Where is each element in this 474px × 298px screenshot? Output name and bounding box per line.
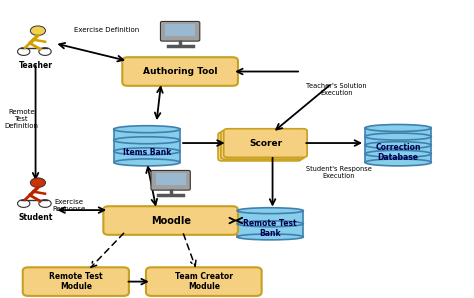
Ellipse shape	[237, 208, 303, 214]
Ellipse shape	[114, 126, 180, 133]
Ellipse shape	[365, 125, 431, 131]
FancyBboxPatch shape	[103, 206, 238, 235]
Polygon shape	[114, 140, 180, 151]
Text: Student: Student	[18, 213, 53, 222]
Text: Correction
Database: Correction Database	[375, 143, 421, 162]
Text: Teacher's Solution
Execution: Teacher's Solution Execution	[306, 83, 367, 96]
Polygon shape	[237, 211, 303, 224]
Polygon shape	[365, 145, 431, 154]
Text: Exercise
Response: Exercise Response	[52, 199, 85, 212]
Polygon shape	[365, 154, 431, 162]
FancyBboxPatch shape	[146, 267, 262, 296]
Ellipse shape	[114, 159, 180, 166]
Text: Exercise Definition: Exercise Definition	[74, 27, 139, 33]
Circle shape	[30, 26, 46, 35]
FancyBboxPatch shape	[160, 21, 200, 41]
Text: Remote Test
Bank: Remote Test Bank	[243, 219, 297, 238]
Polygon shape	[114, 151, 180, 162]
Text: Scorer: Scorer	[249, 139, 282, 148]
Text: Items Bank: Items Bank	[123, 148, 171, 157]
Ellipse shape	[365, 159, 431, 166]
FancyBboxPatch shape	[155, 173, 185, 185]
Text: Team Creator
Module: Team Creator Module	[175, 272, 233, 291]
Ellipse shape	[365, 142, 431, 149]
FancyBboxPatch shape	[122, 57, 238, 86]
Ellipse shape	[237, 234, 303, 240]
Text: Moodle: Moodle	[151, 215, 191, 226]
FancyBboxPatch shape	[165, 24, 195, 36]
Text: Remote Test
Module: Remote Test Module	[49, 272, 103, 291]
Text: Authoring Tool: Authoring Tool	[143, 67, 218, 76]
Text: Teacher: Teacher	[18, 61, 53, 70]
FancyBboxPatch shape	[23, 267, 129, 296]
Circle shape	[30, 178, 46, 187]
Polygon shape	[365, 136, 431, 145]
Polygon shape	[365, 128, 431, 136]
Polygon shape	[237, 224, 303, 237]
Polygon shape	[114, 129, 180, 140]
Ellipse shape	[237, 221, 303, 227]
FancyBboxPatch shape	[224, 129, 307, 157]
FancyBboxPatch shape	[221, 131, 304, 159]
Ellipse shape	[365, 133, 431, 140]
Text: Remote
Test
Definition: Remote Test Definition	[4, 109, 38, 129]
FancyBboxPatch shape	[151, 170, 190, 190]
Text: Student's Response
Execution: Student's Response Execution	[306, 166, 372, 179]
Ellipse shape	[114, 148, 180, 155]
FancyBboxPatch shape	[218, 132, 301, 161]
Ellipse shape	[365, 150, 431, 157]
Ellipse shape	[114, 137, 180, 144]
